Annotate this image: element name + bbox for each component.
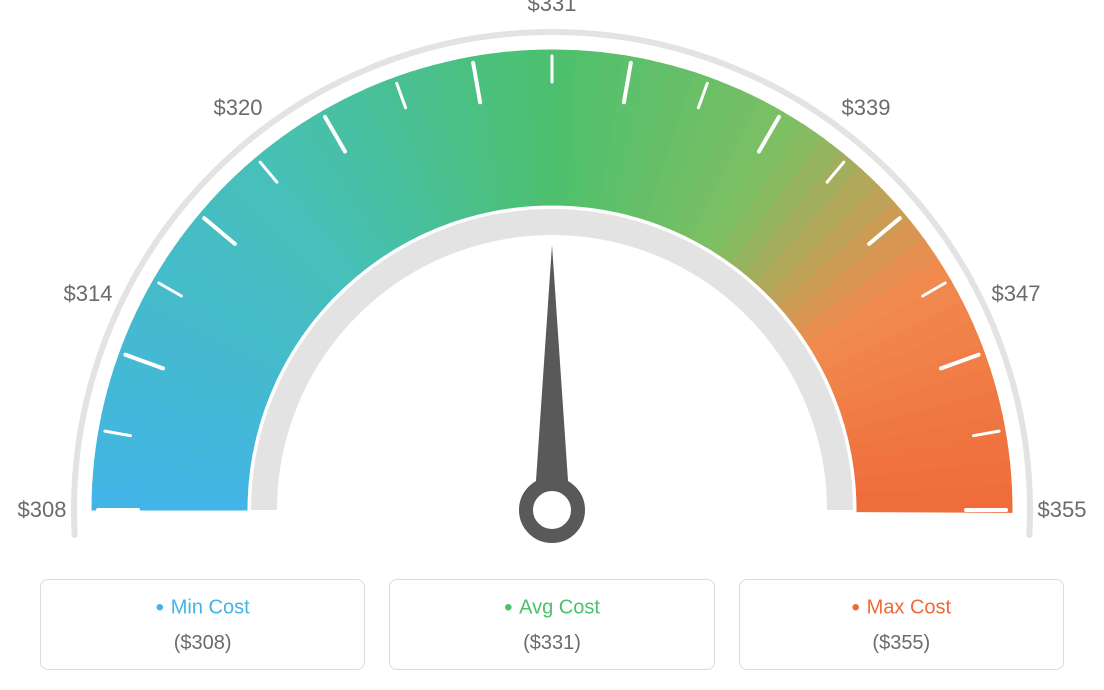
legend-avg-card: Avg Cost ($331) bbox=[389, 579, 714, 670]
legend-avg-value: ($331) bbox=[390, 632, 713, 655]
gauge-scale-label: $347 bbox=[992, 281, 1041, 307]
gauge-scale-label: $320 bbox=[214, 95, 263, 121]
legend-max-card: Max Cost ($355) bbox=[739, 579, 1064, 670]
legend-min-card: Min Cost ($308) bbox=[40, 579, 365, 670]
legend-min-title: Min Cost bbox=[41, 594, 364, 622]
legend-row: Min Cost ($308) Avg Cost ($331) Max Cost… bbox=[40, 579, 1064, 670]
legend-max-value: ($355) bbox=[740, 632, 1063, 655]
cost-gauge: $308 $314 $320 $331 $339 $347 $355 bbox=[0, 0, 1104, 560]
legend-max-title: Max Cost bbox=[740, 594, 1063, 622]
gauge-scale-label: $355 bbox=[1038, 497, 1087, 523]
gauge-scale-label: $331 bbox=[528, 0, 577, 17]
gauge-svg bbox=[0, 0, 1104, 560]
legend-min-value: ($308) bbox=[41, 632, 364, 655]
gauge-scale-label: $314 bbox=[63, 281, 112, 307]
gauge-scale-label: $339 bbox=[842, 95, 891, 121]
legend-avg-title: Avg Cost bbox=[390, 594, 713, 622]
gauge-scale-label: $308 bbox=[18, 497, 67, 523]
